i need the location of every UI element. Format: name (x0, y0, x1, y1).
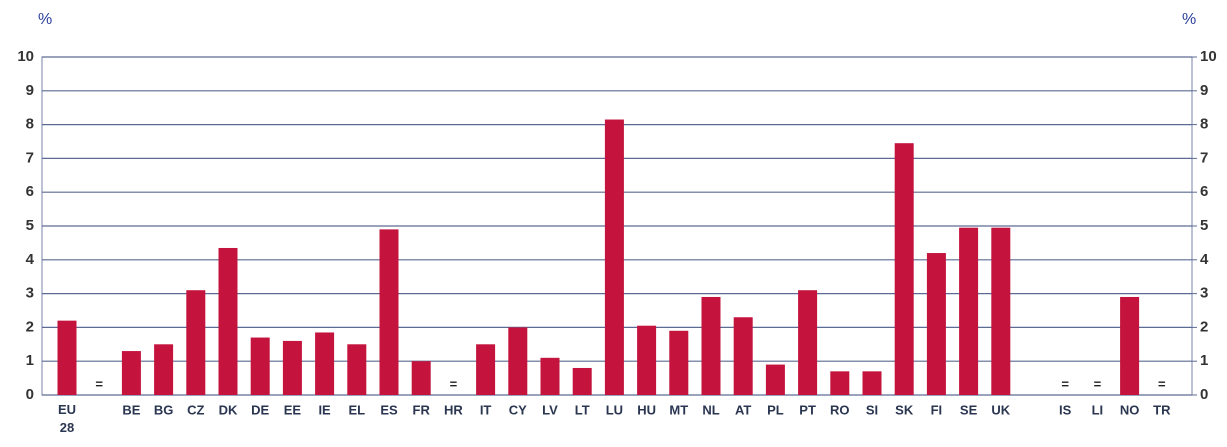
value-label: = (450, 376, 458, 391)
y-tick-label: 1 (26, 352, 34, 369)
bar (830, 371, 850, 395)
value-label: = (1158, 376, 1166, 391)
bar (540, 357, 560, 395)
x-tick-label: LV (542, 402, 558, 417)
y2-axis-label: % (1182, 11, 1196, 28)
y2-tick-label: 8 (1200, 116, 1208, 133)
y2-tick-label: 9 (1200, 82, 1208, 99)
bar (154, 344, 174, 395)
bar (186, 290, 206, 395)
x-tick-label: UK (991, 402, 1010, 417)
x-tick-label: RO (830, 402, 850, 417)
x-tick-label: LU (606, 402, 623, 417)
x-tick-label: PL (767, 402, 784, 417)
x-tick-label: EU 28 (58, 402, 76, 435)
bar (926, 253, 946, 395)
x-tick-label: SE (960, 402, 978, 417)
bar (959, 227, 979, 395)
y2-tick-label: 7 (1200, 149, 1208, 166)
y2-tick-label: 1 (1200, 352, 1208, 369)
value-label: = (1061, 376, 1069, 391)
bar (991, 227, 1011, 395)
bar (862, 371, 882, 395)
bar (218, 247, 238, 395)
bar (121, 351, 141, 395)
bar (765, 364, 785, 395)
x-tick-label: IE (318, 402, 331, 417)
x-tick-label: SI (866, 402, 878, 417)
bar (57, 320, 77, 395)
y-tick-label: 7 (26, 149, 34, 166)
x-tick-label: PT (799, 402, 816, 417)
bar (476, 344, 496, 395)
x-tick-label: IT (480, 402, 492, 417)
value-label: = (95, 376, 103, 391)
bar (798, 290, 818, 395)
x-tick-label: IS (1059, 402, 1072, 417)
x-tick-label: HU (637, 402, 656, 417)
x-tick-label: HR (444, 402, 463, 417)
bar (411, 361, 431, 395)
bar (572, 367, 592, 395)
x-tick-label: AT (735, 402, 751, 417)
x-tick-label: NO (1120, 402, 1140, 417)
x-tick-label: FI (931, 402, 943, 417)
bar (347, 344, 367, 395)
y2-tick-label: 2 (1200, 318, 1208, 335)
x-tick-label: EL (348, 402, 365, 417)
x-tick-label: TR (1153, 402, 1171, 417)
bar (315, 332, 335, 395)
bar (379, 229, 399, 395)
y2-tick-label: 3 (1200, 285, 1208, 302)
y-tick-label: 8 (26, 116, 34, 133)
x-tick-label: NL (702, 402, 719, 417)
bar (894, 143, 914, 395)
bar (250, 337, 270, 395)
x-tick-label: CZ (187, 402, 204, 417)
x-tick-label: CY (509, 402, 527, 417)
bar (604, 119, 624, 395)
y-tick-label: 4 (26, 251, 35, 268)
bar (1120, 296, 1140, 395)
y2-tick-label: 0 (1200, 386, 1208, 403)
bar (669, 330, 689, 395)
x-tick-label: FR (413, 402, 431, 417)
x-tick-label: LI (1092, 402, 1104, 417)
y-tick-label: 9 (26, 82, 34, 99)
x-tick-label: LT (575, 402, 590, 417)
x-tick-label: MT (669, 402, 688, 417)
bar (508, 327, 528, 395)
y2-tick-label: 10 (1200, 48, 1217, 65)
y2-tick-label: 6 (1200, 183, 1208, 200)
bar (637, 325, 657, 395)
x-tick-label: DE (251, 402, 269, 417)
x-tick-label: ES (380, 402, 398, 417)
x-tick-label: SK (895, 402, 914, 417)
y2-tick-label: 5 (1200, 217, 1208, 234)
x-tick-label: DK (219, 402, 238, 417)
bar (701, 296, 721, 395)
y-axis-label: % (38, 11, 52, 28)
y-tick-label: 6 (26, 183, 34, 200)
x-tick-label: BG (154, 402, 174, 417)
value-label: = (1094, 376, 1102, 391)
y-tick-label: 2 (26, 318, 34, 335)
y-tick-label: 10 (17, 48, 34, 65)
x-tick-label: BE (122, 402, 140, 417)
x-tick-label: EE (284, 402, 302, 417)
bar (282, 340, 302, 395)
y-tick-label: 3 (26, 285, 34, 302)
y2-tick-label: 4 (1200, 251, 1209, 268)
y-tick-label: 5 (26, 217, 34, 234)
bar (733, 317, 753, 395)
y-tick-label: 0 (26, 386, 34, 403)
